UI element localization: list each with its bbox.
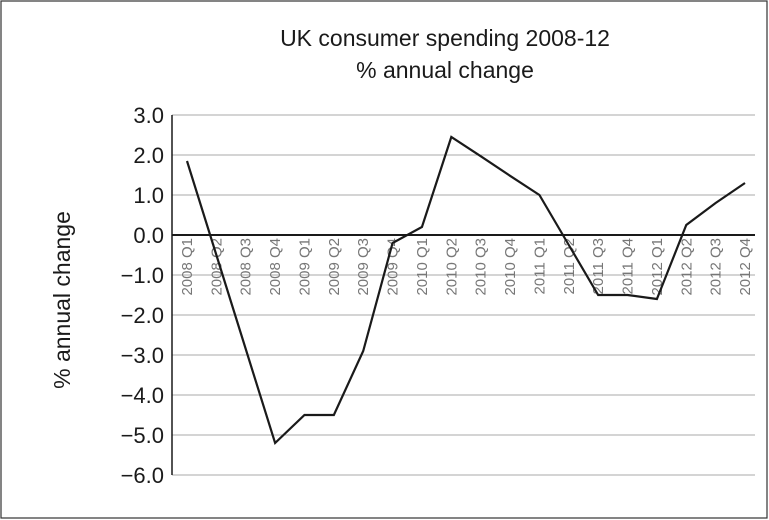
x-tick-label: 2008 Q4	[267, 238, 284, 296]
x-tick-label: 2011 Q4	[620, 238, 637, 294]
x-tick-label: 2010 Q2	[443, 238, 460, 296]
x-tick-label: 2008 Q3	[238, 238, 255, 296]
x-tick-label: 2010 Q3	[473, 238, 490, 296]
x-tick-label: 2009 Q1	[296, 238, 313, 296]
x-tick-label: 2012 Q3	[708, 238, 725, 296]
x-tick-label: 2012 Q2	[678, 238, 695, 296]
y-tick-label: −2.0	[121, 303, 164, 328]
y-tick-label: −1.0	[121, 263, 164, 288]
x-tick-label: 2012 Q1	[649, 238, 666, 296]
y-axis-label: % annual change	[49, 211, 75, 389]
x-tick-label: 2008 Q1	[179, 238, 196, 296]
x-tick-label: 2008 Q2	[208, 238, 225, 296]
x-tick-label: 2010 Q1	[414, 238, 431, 296]
y-tick-label: −6.0	[121, 463, 164, 488]
x-tick-label: 2011 Q1	[531, 238, 548, 294]
y-tick-label: 1.0	[133, 183, 164, 208]
y-tick-label: 0.0	[133, 223, 164, 248]
chart-title: UK consumer spending 2008-12	[280, 25, 610, 51]
y-tick-label: −3.0	[121, 343, 164, 368]
y-tick-label: −5.0	[121, 423, 164, 448]
chart-subtitle: % annual change	[356, 57, 534, 83]
y-tick-label: −4.0	[121, 383, 164, 408]
line	[185, 135, 746, 446]
y-tick-label: 3.0	[133, 103, 164, 128]
x-tick-label: 2009 Q2	[326, 238, 343, 296]
x-tick-label: 2010 Q4	[502, 238, 519, 296]
x-tick-label: 2011 Q3	[590, 238, 607, 294]
x-tick-label: 2012 Q4	[737, 238, 754, 296]
x-tick-label: 2009 Q4	[385, 238, 402, 296]
x-tick-label: 2009 Q3	[355, 238, 372, 296]
y-tick-label: 2.0	[133, 143, 164, 168]
